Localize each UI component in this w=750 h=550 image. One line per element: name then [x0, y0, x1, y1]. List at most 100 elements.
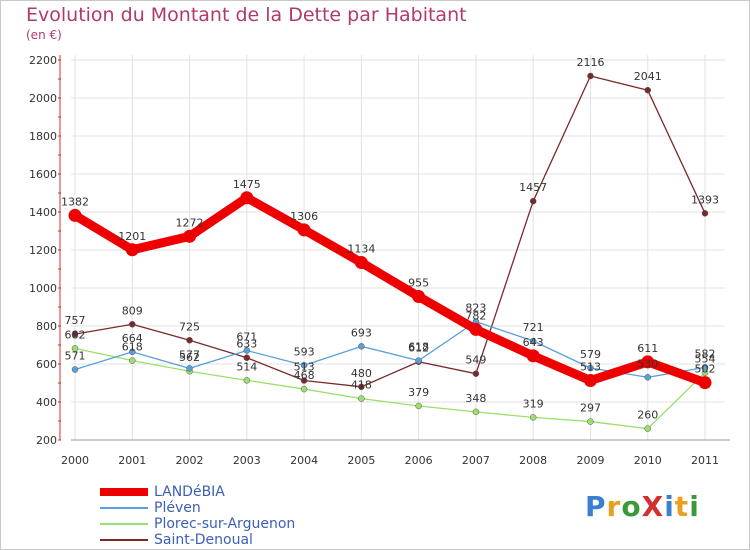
- x-tick-label: 2001: [118, 454, 146, 467]
- data-label: 1306: [290, 210, 318, 223]
- series-line: [74, 347, 706, 430]
- data-point: [354, 256, 368, 270]
- data-point: [529, 337, 537, 345]
- data-label: 633: [236, 338, 257, 351]
- legend-item: Pléven: [100, 500, 295, 516]
- legend-label: LANDéBIA: [154, 484, 225, 500]
- data-point: [472, 408, 480, 416]
- data-label: 1272: [176, 216, 204, 229]
- series-line: [74, 320, 706, 378]
- data-label: 379: [408, 386, 429, 399]
- data-point: [529, 414, 537, 421]
- data-label: 682: [65, 328, 86, 341]
- data-label: 611: [637, 342, 658, 355]
- data-label: 2116: [576, 56, 604, 69]
- data-label: 530: [637, 357, 658, 370]
- data-point: [183, 229, 197, 243]
- proxiti-logo: ProXiti: [585, 490, 700, 523]
- data-label: 579: [580, 348, 601, 361]
- legend-item: LANDéBIA: [100, 484, 295, 500]
- data-point: [300, 385, 308, 393]
- data-label: 643: [523, 336, 544, 349]
- data-label: 514: [236, 360, 257, 373]
- data-point: [243, 377, 251, 384]
- data-label: 2041: [634, 70, 662, 83]
- data-label: 297: [580, 402, 601, 415]
- data-point: [587, 364, 594, 372]
- x-tick-label: 2009: [576, 454, 604, 467]
- y-tick-label: 1200: [29, 244, 57, 257]
- x-tick-label: 2011: [691, 454, 719, 467]
- data-point: [129, 357, 136, 364]
- data-point: [472, 370, 480, 377]
- y-tick-label: 600: [36, 358, 57, 371]
- y-tick-label: 2000: [29, 92, 57, 105]
- data-point: [526, 349, 540, 363]
- data-point: [240, 191, 254, 205]
- data-point: [358, 343, 365, 350]
- data-label: 693: [351, 326, 372, 339]
- data-label: 671: [236, 331, 257, 344]
- data-point: [358, 395, 365, 402]
- x-tick-label: 2003: [233, 454, 261, 467]
- data-point: [300, 377, 308, 384]
- data-point: [469, 322, 483, 336]
- data-point: [68, 208, 82, 222]
- data-label: 582: [695, 347, 716, 360]
- legend: LANDéBIA Pléven Plorec-sur-Arguenon Sain…: [100, 484, 295, 548]
- data-point: [71, 330, 79, 338]
- data-point: [587, 72, 594, 80]
- x-tick-label: 2007: [462, 454, 490, 467]
- data-label: 260: [637, 409, 658, 422]
- x-tick-label: 2006: [405, 454, 433, 467]
- data-label: 562: [179, 351, 200, 364]
- data-point: [297, 223, 311, 237]
- y-tick-label: 1400: [29, 206, 57, 219]
- series-layer: [68, 72, 712, 432]
- data-label: 513: [580, 361, 601, 374]
- data-label: 618: [408, 341, 429, 354]
- data-point: [701, 364, 709, 371]
- chart-title: Evolution du Montant de la Dette par Hab…: [26, 4, 467, 26]
- data-point: [644, 374, 651, 381]
- data-label: 757: [65, 314, 86, 327]
- data-label: 612: [408, 342, 429, 355]
- data-label: 571: [65, 350, 86, 363]
- data-label: 823: [465, 302, 486, 315]
- data-label: 513: [294, 361, 315, 374]
- x-tick-label: 2005: [347, 454, 375, 467]
- legend-label: Saint-Denoual: [154, 532, 253, 548]
- data-label: 664: [122, 332, 143, 345]
- data-point: [71, 366, 79, 373]
- data-label: 418: [351, 379, 372, 392]
- data-point: [300, 362, 308, 369]
- legend-swatch: [100, 507, 148, 509]
- data-label: 468: [294, 369, 315, 382]
- y-tick-label: 1800: [29, 130, 57, 143]
- data-label: 577: [179, 348, 200, 361]
- data-point: [243, 354, 251, 361]
- y-tick-label: 200: [36, 434, 57, 447]
- data-label: 1475: [233, 178, 261, 191]
- data-point: [243, 347, 251, 354]
- data-point: [129, 321, 136, 328]
- data-point: [129, 348, 136, 356]
- data-label: 1457: [519, 181, 547, 194]
- data-label: 1134: [347, 243, 375, 256]
- data-point: [644, 425, 651, 432]
- legend-swatch: [100, 488, 148, 496]
- data-label: 721: [523, 321, 544, 334]
- data-label: 348: [465, 392, 486, 405]
- data-point: [186, 337, 193, 344]
- line-chart: 200 400 600 800 1000 1200 1400 1600 1800 2000 2200…: [29, 54, 730, 467]
- legend-swatch: [100, 523, 148, 525]
- series-line: [74, 75, 706, 388]
- data-label: 319: [523, 397, 544, 410]
- data-label: 725: [179, 320, 200, 333]
- y-tick-label: 800: [36, 320, 57, 333]
- x-tick-label: 2000: [61, 454, 89, 467]
- legend-item: Plorec-sur-Arguenon: [100, 516, 295, 532]
- data-label: 502: [695, 363, 716, 376]
- x-tick-label: 2008: [519, 454, 547, 467]
- x-tick-label: 2004: [290, 454, 318, 467]
